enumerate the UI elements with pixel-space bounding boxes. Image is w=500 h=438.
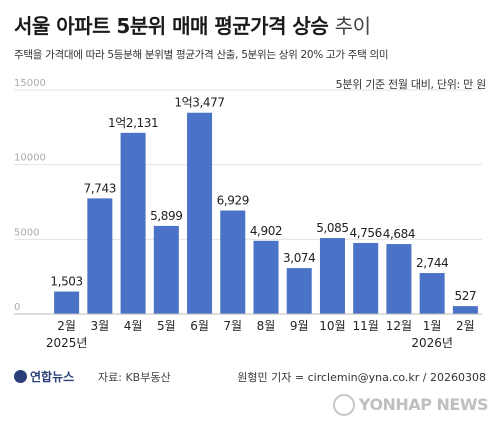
value-label: 4,684: [383, 227, 415, 241]
bar-chart: 1,5037,7431억2,1315,8991억3,4776,9294,9023…: [14, 78, 482, 350]
bar-11: [419, 273, 445, 314]
value-label: 1억2,131: [108, 116, 158, 130]
yonhap-watermark: YONHAP NEWS: [332, 394, 489, 416]
bar-8: [319, 238, 345, 314]
value-label: 5,899: [150, 209, 182, 223]
bar-7: [286, 268, 312, 314]
x-tick-label: 4월: [124, 319, 143, 333]
chart-title-main: 서울 아파트 5분위 매매 평균가격 상승: [14, 14, 329, 38]
yonhap-logo-text: 연합뉴스: [30, 370, 75, 384]
chart-title-accent: 추이: [334, 14, 371, 38]
bar-5: [220, 210, 246, 314]
source-note: 자료: KB부동산: [98, 371, 171, 384]
y-tick-label: 0: [14, 302, 20, 313]
value-labels: 1,503 7,743 1억2,131 5,899 1억3,477 6,929 4,9023…: [50, 96, 476, 303]
chart-title: 서울 아파트 5분위 매매 평균가격 상승 추이: [14, 10, 371, 39]
x-tick-label: 7월: [223, 319, 242, 333]
value-label: 2,744: [416, 256, 448, 270]
x-tick-label: 1월: [423, 319, 442, 333]
x-tick-label: 2월: [57, 319, 76, 333]
x-tick-label: 5월: [157, 319, 176, 333]
bar-2: [120, 132, 146, 314]
x-tick-label: 11월: [353, 319, 379, 333]
bar-0: [54, 291, 80, 314]
reporter-credit: 원형민 기자 = circlemin@yna.co.kr / 20260308: [237, 371, 486, 384]
value-label: 7,743: [84, 181, 116, 195]
bars: [54, 112, 478, 314]
year-label: 2025년: [46, 336, 88, 350]
bar-10: [386, 244, 412, 314]
bar-3: [153, 225, 179, 314]
x-tick-label: 10월: [319, 319, 345, 333]
bar-1: [87, 198, 113, 314]
x-tick-label: 8월: [257, 319, 276, 333]
footer: 연합뉴스 자료: KB부동산 원형민 기자 = circlemin@yna.co…: [0, 362, 500, 438]
value-label: 527: [455, 289, 477, 303]
x-tick-label: 3월: [91, 319, 110, 333]
value-label: 1억3,477: [174, 96, 224, 110]
value-label: 1,503: [50, 275, 82, 289]
unit-note: 5분위 기준 전월 대비, 단위: 만 원: [335, 78, 487, 91]
y-tick-label: 10000: [14, 153, 46, 164]
bar-4: [187, 112, 213, 314]
bar-9: [353, 242, 379, 314]
value-label: 3,074: [283, 251, 315, 265]
yonhap-logo-icon: [14, 370, 27, 383]
yonhap-logo: 연합뉴스: [14, 368, 74, 385]
yonhap-watermark-text: YONHAP NEWS: [358, 395, 489, 414]
x-tick-label: 9월: [290, 319, 309, 333]
y-tick-label: 5000: [14, 227, 39, 238]
chart-subtitle: 주택을 가격대에 따라 5등분해 분위별 평균가격 산출, 5분위는 상위 20…: [14, 49, 389, 61]
value-label: 5,085: [316, 221, 348, 235]
year-label: 2026년: [411, 336, 453, 350]
x-tick-label: 12월: [386, 319, 412, 333]
bar-12: [452, 306, 478, 314]
y-tick-label: 15000: [14, 78, 46, 89]
x-tick-label: 2월: [456, 319, 475, 333]
value-label: 4,902: [250, 224, 282, 238]
x-tick-label: 6월: [190, 319, 209, 333]
value-label: 4,756: [350, 226, 382, 240]
bar-6: [253, 240, 279, 314]
axis-labels: 0 5000 10000 15000 2월 3월 4월 5월 6월 7월 8월 9월 10월 11월 12월…: [14, 78, 482, 350]
value-label: 6,929: [217, 194, 249, 208]
yonhap-watermark-icon: [332, 394, 355, 416]
